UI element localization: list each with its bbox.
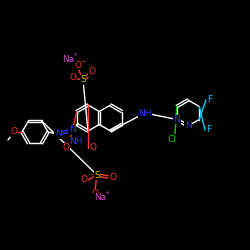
Text: S: S <box>94 170 100 179</box>
Text: O: O <box>90 144 96 152</box>
Text: O: O <box>62 144 70 152</box>
Text: O: O <box>92 190 98 198</box>
Text: NH: NH <box>69 138 83 146</box>
Text: O: O <box>80 176 87 184</box>
Text: O: O <box>88 68 96 76</box>
Text: NH: NH <box>138 108 152 118</box>
Text: F: F <box>208 96 212 104</box>
Text: +: + <box>104 190 110 194</box>
Text: F: F <box>206 126 212 134</box>
Text: O: O <box>10 128 18 136</box>
Text: N: N <box>184 122 192 130</box>
Text: O: O <box>110 172 116 182</box>
Text: Cl: Cl <box>168 134 176 143</box>
Text: +: + <box>72 52 78 58</box>
Text: N: N <box>54 130 62 138</box>
Text: S: S <box>80 76 86 84</box>
Text: O: O <box>74 60 82 70</box>
Text: Na: Na <box>62 56 74 64</box>
Text: N: N <box>68 126 75 134</box>
Text: −: − <box>80 58 86 64</box>
Text: O: O <box>70 74 76 82</box>
Text: Na: Na <box>94 194 106 202</box>
Text: −: − <box>89 171 94 176</box>
Text: N: N <box>173 115 180 124</box>
